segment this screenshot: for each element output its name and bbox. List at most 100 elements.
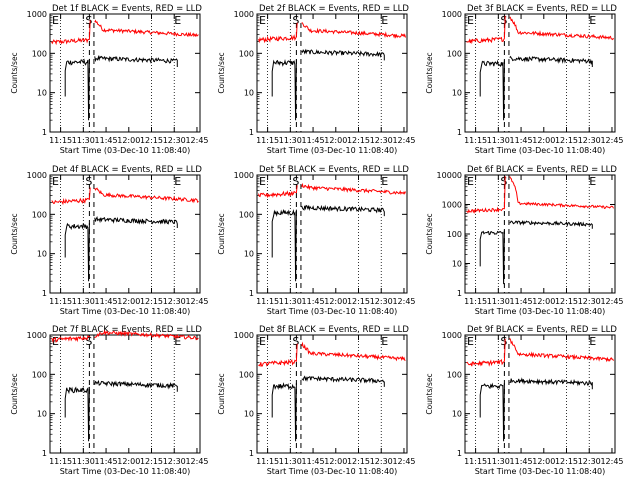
x-tick-label: 12:30 bbox=[163, 297, 186, 306]
panel-det-9f: Det 9f BLACK = Events, RED = LLD 1 10 100 10… bbox=[425, 325, 624, 476]
events-series-line-post bbox=[301, 375, 385, 387]
start-marker-label: S bbox=[85, 335, 92, 348]
y-axis-label: Counts/sec bbox=[425, 213, 434, 254]
lld-series-line-post bbox=[509, 337, 614, 363]
panel-title: Det 3f BLACK = Events, RED = LLD bbox=[467, 4, 617, 14]
y-axis-label: Counts/sec bbox=[217, 52, 226, 93]
start-marker-label: S bbox=[85, 175, 92, 188]
y-tick-label: 100 bbox=[32, 370, 47, 379]
x-tick-label: 12:30 bbox=[370, 297, 393, 306]
lld-series-line-post bbox=[301, 341, 406, 362]
x-tick-label: 11:45 bbox=[95, 457, 118, 466]
x-tick-label: 11:45 bbox=[510, 136, 533, 145]
x-tick-label: 12:45 bbox=[600, 297, 623, 306]
y-tick-label: 1000 bbox=[442, 201, 462, 210]
x-tick-label: 12:15 bbox=[347, 297, 370, 306]
end-marker-label: E bbox=[174, 335, 181, 348]
end-marker-label: E bbox=[381, 14, 388, 27]
y-tick-label: 1 bbox=[42, 449, 47, 458]
x-axis-label: Start Time (03-Dec-10 11:08:40) bbox=[60, 146, 191, 155]
panel-title: Det 7f BLACK = Events, RED = LLD bbox=[52, 325, 202, 335]
x-tick-label: 11:15 bbox=[49, 136, 72, 145]
panel-title: Det 2f BLACK = Events, RED = LLD bbox=[259, 4, 409, 14]
y-axis-label: Counts/sec bbox=[217, 373, 226, 414]
events-series-line-post bbox=[301, 204, 385, 217]
edge-marker-label: E bbox=[259, 14, 266, 27]
x-tick-label: 12:00 bbox=[324, 136, 347, 145]
lld-series-line-pre bbox=[258, 22, 298, 44]
y-tick-label: 100 bbox=[447, 49, 462, 58]
y-tick-label: 1000 bbox=[442, 10, 462, 19]
events-series-line-post bbox=[509, 377, 593, 390]
y-axis-label: Counts/sec bbox=[10, 373, 19, 414]
x-tick-label: 12:45 bbox=[185, 136, 208, 145]
edge-marker-label: E bbox=[467, 335, 474, 348]
y-tick-label: 1 bbox=[249, 289, 254, 298]
x-tick-label: 12:30 bbox=[163, 457, 186, 466]
y-tick-label: 1 bbox=[457, 289, 462, 298]
y-axis-label: Counts/sec bbox=[425, 373, 434, 414]
events-series-line-post bbox=[94, 379, 178, 392]
y-tick-label: 1000 bbox=[27, 331, 47, 340]
plot-frame bbox=[256, 13, 408, 133]
events-series-line-pre bbox=[271, 382, 297, 442]
x-tick-label: 12:00 bbox=[324, 457, 347, 466]
y-tick-label: 1 bbox=[42, 289, 47, 298]
events-series-line-post bbox=[509, 55, 593, 67]
x-tick-label: 12:15 bbox=[140, 457, 163, 466]
x-tick-label: 12:30 bbox=[370, 136, 393, 145]
y-tick-label: 10 bbox=[37, 410, 47, 419]
lld-series-line-post bbox=[94, 329, 199, 341]
y-tick-label: 1000 bbox=[27, 10, 47, 19]
x-tick-label: 12:00 bbox=[117, 457, 140, 466]
lld-series-line-pre bbox=[258, 185, 298, 199]
panel-det-5f: Det 5f BLACK = Events, RED = LLD 1 10 100 10… bbox=[217, 165, 416, 316]
plot-frame bbox=[464, 174, 616, 294]
events-series-line-pre bbox=[479, 59, 505, 121]
x-tick-label: 12:00 bbox=[532, 297, 555, 306]
y-tick-label: 1000 bbox=[234, 331, 254, 340]
events-series-line-pre bbox=[64, 386, 90, 442]
x-tick-label: 11:15 bbox=[49, 297, 72, 306]
y-tick-label: 1000 bbox=[27, 171, 47, 180]
edge-marker-label: E bbox=[52, 335, 59, 348]
x-tick-label: 12:15 bbox=[555, 297, 578, 306]
x-tick-label: 11:30 bbox=[487, 457, 510, 466]
lld-series-line-post bbox=[509, 176, 614, 209]
x-tick-label: 12:15 bbox=[555, 136, 578, 145]
y-axis-label: Counts/sec bbox=[425, 52, 434, 93]
x-tick-label: 11:45 bbox=[302, 457, 325, 466]
events-series-line-post bbox=[301, 48, 385, 61]
events-series-line-pre bbox=[271, 208, 297, 282]
x-tick-label: 12:00 bbox=[532, 457, 555, 466]
plot-frame bbox=[464, 13, 616, 133]
x-tick-label: 11:30 bbox=[72, 457, 95, 466]
y-tick-label: 1 bbox=[42, 128, 47, 137]
y-tick-label: 1 bbox=[249, 128, 254, 137]
y-tick-label: 10 bbox=[244, 250, 254, 259]
plot-frame bbox=[464, 334, 616, 454]
plot-frame bbox=[256, 334, 408, 454]
lld-series-line-pre bbox=[51, 187, 91, 206]
panel-title: Det 4f BLACK = Events, RED = LLD bbox=[52, 165, 202, 175]
x-tick-label: 12:45 bbox=[392, 136, 415, 145]
start-marker-label: S bbox=[500, 14, 507, 27]
y-tick-label: 100 bbox=[447, 370, 462, 379]
y-tick-label: 100 bbox=[32, 49, 47, 58]
lld-series-line-post bbox=[509, 16, 614, 41]
start-marker-label: S bbox=[85, 14, 92, 27]
panel-title: Det 5f BLACK = Events, RED = LLD bbox=[259, 165, 409, 175]
y-tick-label: 100 bbox=[239, 370, 254, 379]
x-tick-label: 11:45 bbox=[510, 297, 533, 306]
x-tick-label: 12:30 bbox=[578, 136, 601, 145]
y-tick-label: 10 bbox=[452, 410, 462, 419]
x-tick-label: 11:45 bbox=[510, 457, 533, 466]
y-tick-label: 10 bbox=[244, 410, 254, 419]
y-tick-label: 10 bbox=[37, 89, 47, 98]
x-tick-label: 12:00 bbox=[532, 136, 555, 145]
panel-title: Det 9f BLACK = Events, RED = LLD bbox=[467, 325, 617, 335]
edge-marker-label: E bbox=[259, 175, 266, 188]
lld-series-line-pre bbox=[466, 176, 506, 214]
x-tick-label: 12:15 bbox=[140, 297, 163, 306]
